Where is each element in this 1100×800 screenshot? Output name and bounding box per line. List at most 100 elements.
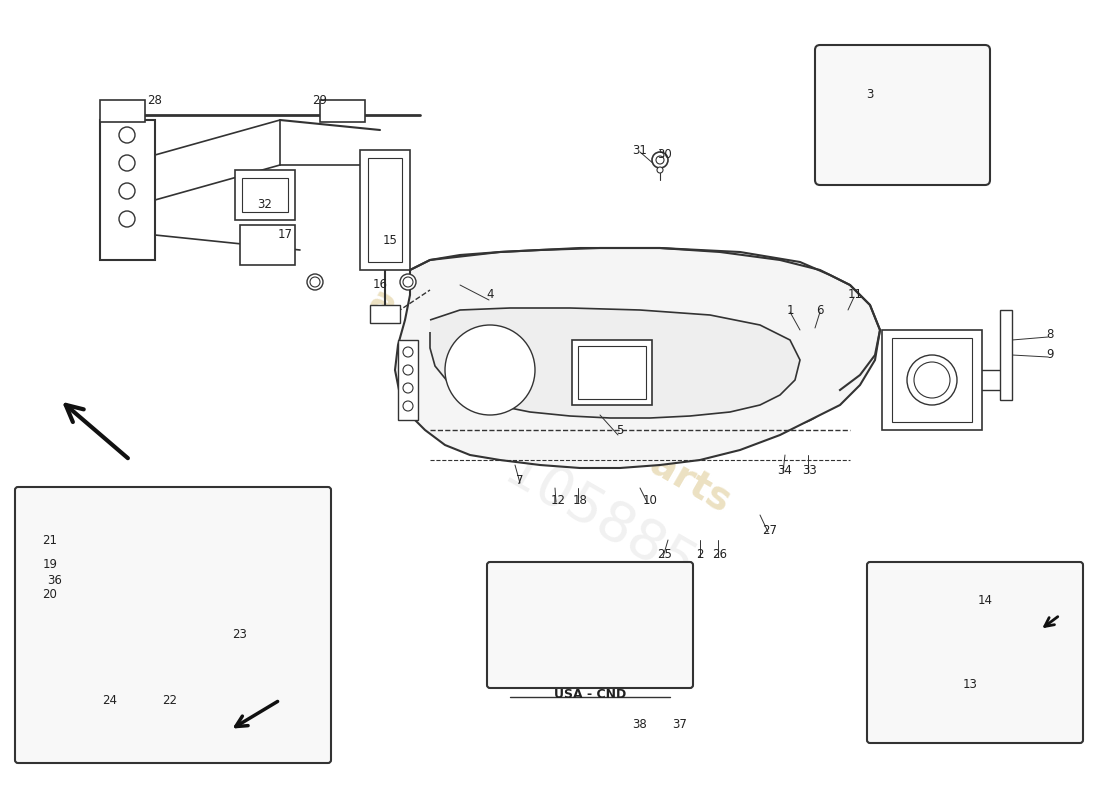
FancyBboxPatch shape bbox=[815, 45, 990, 185]
Bar bbox=[100, 100, 145, 122]
Text: 28: 28 bbox=[147, 94, 163, 106]
Text: 26: 26 bbox=[713, 549, 727, 562]
Text: 36: 36 bbox=[47, 574, 63, 586]
FancyBboxPatch shape bbox=[487, 562, 693, 688]
Bar bbox=[370, 305, 400, 323]
Bar bbox=[886, 580, 1030, 645]
PathPatch shape bbox=[395, 248, 880, 468]
FancyBboxPatch shape bbox=[867, 562, 1084, 743]
Text: 31: 31 bbox=[632, 143, 648, 157]
Circle shape bbox=[59, 606, 72, 618]
Circle shape bbox=[59, 542, 72, 554]
Bar bbox=[516, 586, 664, 629]
Text: 27: 27 bbox=[762, 523, 778, 537]
Circle shape bbox=[59, 574, 72, 586]
PathPatch shape bbox=[430, 308, 800, 418]
Text: 19: 19 bbox=[43, 558, 57, 571]
Bar bbox=[360, 150, 410, 270]
Circle shape bbox=[310, 277, 320, 287]
Text: a passion for parts: a passion for parts bbox=[362, 281, 738, 519]
Circle shape bbox=[938, 677, 950, 689]
Text: 37: 37 bbox=[672, 718, 688, 731]
Text: 2: 2 bbox=[696, 549, 704, 562]
Text: 32: 32 bbox=[257, 198, 273, 211]
Bar bbox=[152, 637, 198, 703]
Bar bbox=[145, 630, 205, 710]
Bar bbox=[572, 340, 652, 405]
Bar bbox=[578, 346, 646, 399]
Circle shape bbox=[403, 401, 412, 411]
Circle shape bbox=[894, 677, 906, 689]
Circle shape bbox=[400, 274, 416, 290]
Circle shape bbox=[307, 274, 323, 290]
Bar bbox=[25, 520, 104, 650]
Circle shape bbox=[931, 111, 939, 119]
FancyBboxPatch shape bbox=[15, 487, 331, 763]
Circle shape bbox=[119, 183, 135, 199]
Bar bbox=[510, 580, 670, 635]
Circle shape bbox=[135, 550, 214, 630]
Bar bbox=[368, 158, 402, 262]
Bar bbox=[892, 661, 1023, 704]
Circle shape bbox=[927, 107, 943, 123]
Bar bbox=[55, 618, 75, 632]
Bar bbox=[882, 330, 982, 430]
Bar bbox=[892, 586, 1023, 639]
Circle shape bbox=[916, 677, 928, 689]
Bar bbox=[242, 178, 288, 212]
Text: 7: 7 bbox=[516, 474, 524, 486]
Text: 21: 21 bbox=[43, 534, 57, 546]
Text: 23: 23 bbox=[232, 629, 248, 642]
Circle shape bbox=[160, 575, 190, 605]
Text: 9: 9 bbox=[1046, 349, 1054, 362]
Text: 20: 20 bbox=[43, 589, 57, 602]
Circle shape bbox=[403, 277, 412, 287]
Text: 29: 29 bbox=[312, 94, 328, 106]
Text: 1: 1 bbox=[786, 303, 794, 317]
Text: 4: 4 bbox=[486, 289, 494, 302]
Circle shape bbox=[403, 347, 412, 357]
Circle shape bbox=[125, 540, 226, 640]
Text: 6: 6 bbox=[816, 303, 824, 317]
Bar bbox=[100, 120, 155, 260]
Text: 18: 18 bbox=[573, 494, 587, 506]
Text: 17: 17 bbox=[277, 229, 293, 242]
Circle shape bbox=[914, 362, 950, 398]
Bar bbox=[320, 100, 365, 122]
Bar bbox=[1000, 310, 1012, 400]
Text: 105885: 105885 bbox=[495, 444, 705, 596]
Circle shape bbox=[652, 152, 668, 168]
Text: 30: 30 bbox=[658, 149, 672, 162]
Bar bbox=[235, 170, 295, 220]
Circle shape bbox=[656, 156, 664, 164]
Circle shape bbox=[960, 677, 972, 689]
Circle shape bbox=[119, 155, 135, 171]
Circle shape bbox=[55, 570, 75, 590]
Text: 38: 38 bbox=[632, 718, 648, 731]
Text: 22: 22 bbox=[163, 694, 177, 706]
Circle shape bbox=[55, 602, 75, 622]
Text: 5: 5 bbox=[616, 423, 624, 437]
Text: 16: 16 bbox=[373, 278, 387, 291]
Circle shape bbox=[908, 355, 957, 405]
Circle shape bbox=[446, 325, 535, 415]
Bar bbox=[32, 528, 98, 642]
Circle shape bbox=[165, 700, 185, 720]
Text: 25: 25 bbox=[658, 549, 672, 562]
Text: 8: 8 bbox=[1046, 329, 1054, 342]
Circle shape bbox=[119, 211, 135, 227]
Text: 24: 24 bbox=[102, 694, 118, 706]
Text: 12: 12 bbox=[550, 494, 565, 506]
Text: 11: 11 bbox=[847, 289, 862, 302]
Bar bbox=[398, 340, 418, 420]
Text: 3: 3 bbox=[867, 89, 873, 102]
Text: 10: 10 bbox=[642, 494, 658, 506]
Circle shape bbox=[119, 127, 135, 143]
Text: 33: 33 bbox=[803, 463, 817, 477]
Circle shape bbox=[403, 365, 412, 375]
Bar bbox=[892, 338, 972, 422]
Circle shape bbox=[403, 383, 412, 393]
Circle shape bbox=[657, 167, 663, 173]
Text: 34: 34 bbox=[778, 463, 792, 477]
Text: 13: 13 bbox=[962, 678, 978, 691]
